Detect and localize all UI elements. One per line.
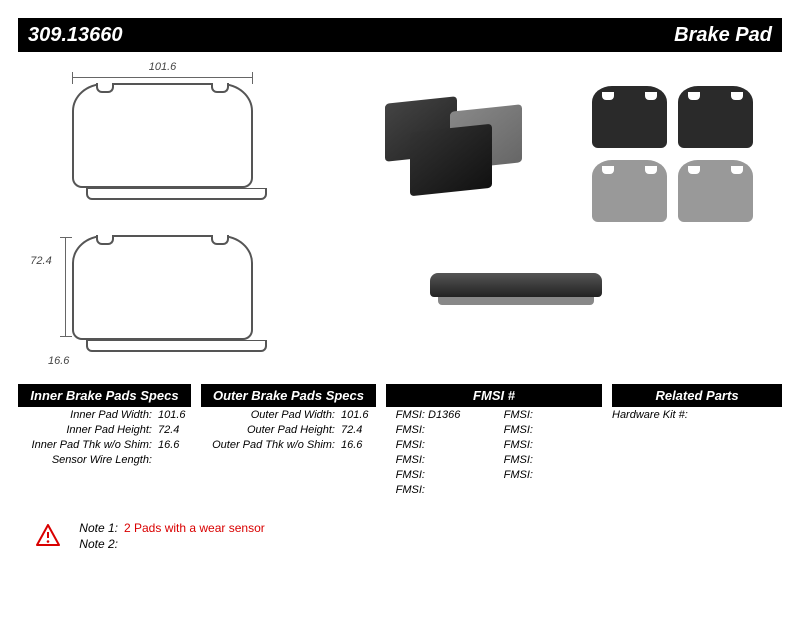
spec-label: Sensor Wire Length: [18, 454, 156, 466]
fmsi-value [428, 439, 494, 451]
fmsi-cell: FMSI: [494, 422, 602, 437]
fmsi-header: FMSI # [386, 384, 602, 407]
fmsi-cell: FMSI: [494, 437, 602, 452]
inner-specs-header: Inner Brake Pads Specs [18, 384, 191, 407]
spec-value: 16.6 [156, 439, 191, 451]
inner-specs-column: Inner Brake Pads Specs Inner Pad Width: … [18, 384, 191, 497]
technical-drawing: 101.6 72.4 16.6 [60, 75, 265, 360]
part-number: 309.13660 [28, 24, 123, 47]
note-2-label: Note 2: [66, 537, 124, 551]
fmsi-value [536, 454, 602, 466]
spec-value: 16.6 [339, 439, 376, 451]
fmsi-cell: FMSI: [386, 452, 494, 467]
fmsi-cell: FMSI: [386, 467, 494, 482]
spec-value [156, 454, 191, 466]
spec-row: Outer Pad Height: 72.4 [201, 422, 376, 437]
note-2: Note 2: [66, 536, 265, 552]
fmsi-column: FMSI # FMSI: D1366 FMSI: FMSI: FMSI: FMS… [386, 384, 602, 497]
fmsi-cell: FMSI: [386, 422, 494, 437]
note-1-text: 2 Pads with a wear sensor [124, 521, 265, 535]
spec-row: Outer Pad Thk w/o Shim: 16.6 [201, 437, 376, 452]
fmsi-value [536, 424, 602, 436]
spec-row: Inner Pad Height: 72.4 [18, 422, 191, 437]
warning-icon [36, 524, 60, 546]
fmsi-label: FMSI: [386, 424, 428, 436]
part-type-label: Brake Pad [674, 24, 772, 47]
spec-row: Sensor Wire Length: [18, 452, 191, 467]
product-photo-side [430, 273, 602, 297]
spec-label: Inner Pad Thk w/o Shim: [18, 439, 156, 451]
product-photo-front-2 [678, 86, 753, 148]
spec-label: Inner Pad Height: [18, 424, 156, 436]
spec-value: 72.4 [339, 424, 376, 436]
fmsi-label: FMSI: [386, 454, 428, 466]
product-photo-back-2 [678, 160, 753, 222]
spec-row: Inner Pad Thk w/o Shim: 16.6 [18, 437, 191, 452]
fmsi-label: FMSI: [494, 454, 536, 466]
pad-outline-top [72, 83, 253, 188]
fmsi-cell: FMSI: [386, 482, 494, 497]
fmsi-cell: FMSI: [494, 407, 602, 422]
fmsi-label: FMSI: [386, 439, 428, 451]
product-photo-iso-3 [410, 124, 492, 197]
fmsi-cell: FMSI: [386, 437, 494, 452]
header-bar: 309.13660 Brake Pad [18, 18, 782, 52]
dimension-height-line [65, 237, 66, 337]
spec-label: Outer Pad Height: [201, 424, 339, 436]
spec-row: Hardware Kit #: [612, 407, 782, 422]
product-photo-front-1 [592, 86, 667, 148]
spec-value: 101.6 [156, 409, 191, 421]
fmsi-label: FMSI: [386, 484, 428, 496]
notes-section: Note 1: 2 Pads with a wear sensor Note 2… [36, 520, 265, 552]
spec-label: Hardware Kit #: [612, 409, 692, 421]
note-1-label: Note 1: [66, 521, 124, 535]
fmsi-value [536, 469, 602, 481]
fmsi-label: FMSI: [386, 469, 428, 481]
fmsi-value [428, 469, 494, 481]
dimension-width-line [72, 77, 253, 78]
fmsi-value: D1366 [428, 409, 494, 421]
dimension-height-label: 72.4 [26, 255, 56, 267]
fmsi-value [428, 484, 494, 496]
related-parts-header: Related Parts [612, 384, 782, 407]
spec-row: Outer Pad Width: 101.6 [201, 407, 376, 422]
dimension-width-label: 101.6 [60, 61, 265, 73]
spec-label: Inner Pad Width: [18, 409, 156, 421]
fmsi-cell: FMSI: [494, 467, 602, 482]
dimension-thickness-label: 16.6 [48, 355, 69, 367]
spec-label: Outer Pad Width: [201, 409, 339, 421]
product-photo-back-1 [592, 160, 667, 222]
spec-tables: Inner Brake Pads Specs Inner Pad Width: … [18, 384, 782, 497]
spec-value: 72.4 [156, 424, 191, 436]
spec-row: Inner Pad Width: 101.6 [18, 407, 191, 422]
fmsi-label: FMSI: [494, 424, 536, 436]
pad-outline-bottom [72, 235, 253, 340]
fmsi-value [428, 424, 494, 436]
note-1: Note 1: 2 Pads with a wear sensor [66, 520, 265, 536]
fmsi-label: FMSI: [494, 469, 536, 481]
spec-value: 101.6 [339, 409, 376, 421]
fmsi-value [428, 454, 494, 466]
fmsi-cell: FMSI: D1366 [386, 407, 494, 422]
fmsi-cell: FMSI: [494, 452, 602, 467]
spec-value [692, 409, 782, 421]
spec-label: Outer Pad Thk w/o Shim: [201, 439, 339, 451]
fmsi-value [536, 409, 602, 421]
fmsi-label: FMSI: [494, 439, 536, 451]
outer-specs-column: Outer Brake Pads Specs Outer Pad Width: … [201, 384, 376, 497]
outer-specs-header: Outer Brake Pads Specs [201, 384, 376, 407]
fmsi-label: FMSI: [494, 409, 536, 421]
fmsi-label: FMSI: [386, 409, 428, 421]
fmsi-value [536, 439, 602, 451]
related-parts-column: Related Parts Hardware Kit #: [612, 384, 782, 497]
